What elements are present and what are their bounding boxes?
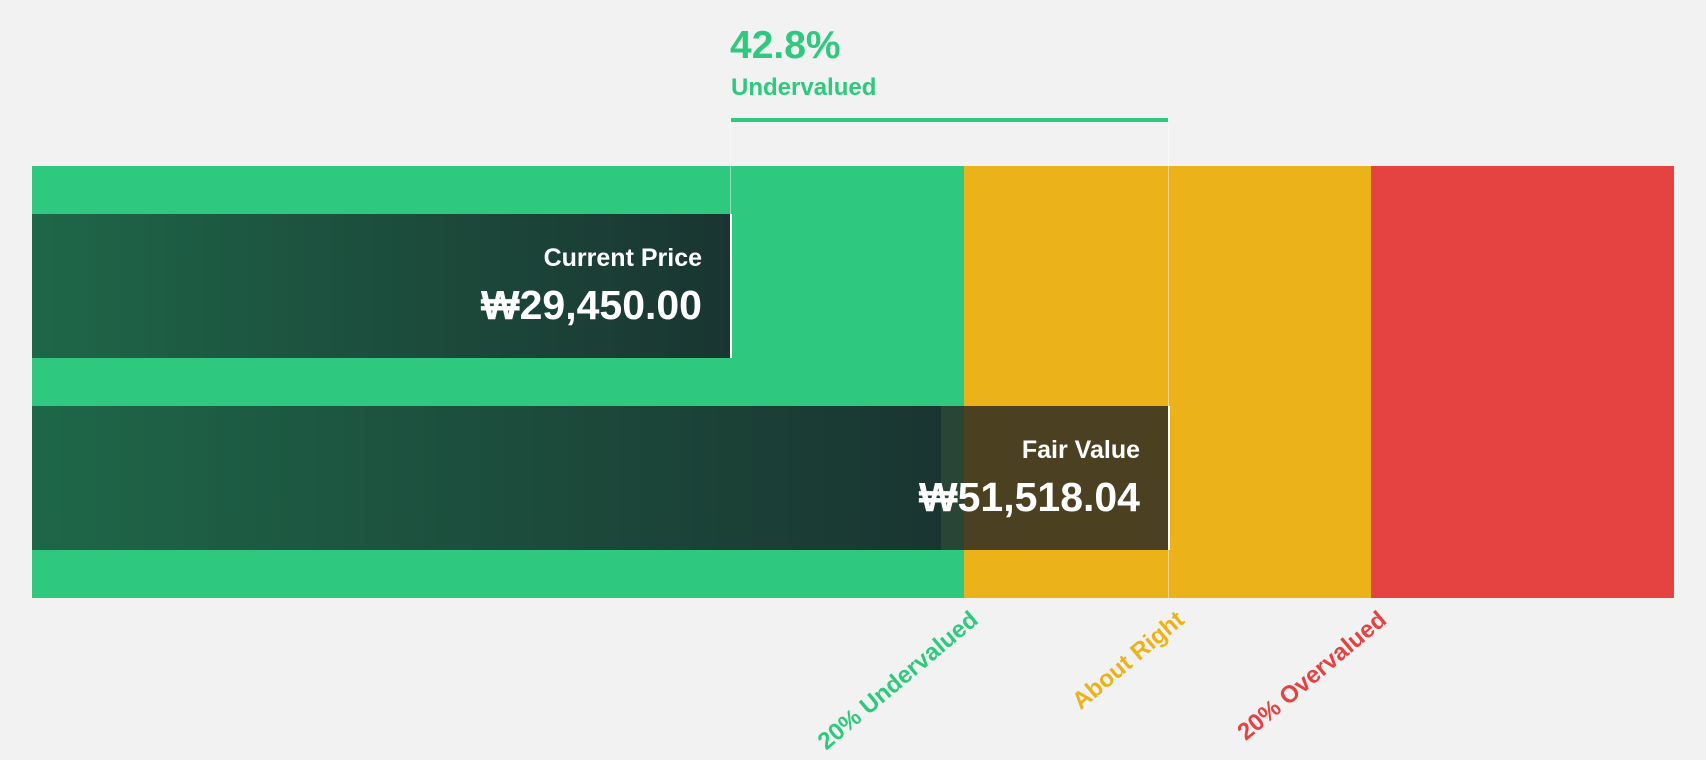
fair-value-guide-line — [1168, 122, 1169, 598]
discount-percent: 42.8% — [730, 24, 841, 67]
current-price-value: ₩29,450.00 — [480, 282, 702, 328]
fair-value-bar: Fair Value ₩51,518.04 — [32, 406, 1170, 550]
overvalued-threshold-label: 20% Overvalued — [1231, 606, 1392, 746]
valuation-status: Undervalued — [731, 74, 877, 101]
fair-value-value: ₩51,518.04 — [918, 474, 1140, 520]
zone-overvalued — [1371, 166, 1674, 598]
current-price-label: Current Price — [543, 244, 702, 272]
fair-value-label: Fair Value — [1021, 436, 1140, 464]
discount-range-line — [731, 118, 1168, 122]
undervalued-threshold-label: 20% Undervalued — [812, 606, 984, 756]
current-price-bar: Current Price ₩29,450.00 — [32, 214, 732, 358]
current-price-guide-line — [730, 122, 731, 214]
about-right-label: About Right — [1066, 606, 1190, 715]
